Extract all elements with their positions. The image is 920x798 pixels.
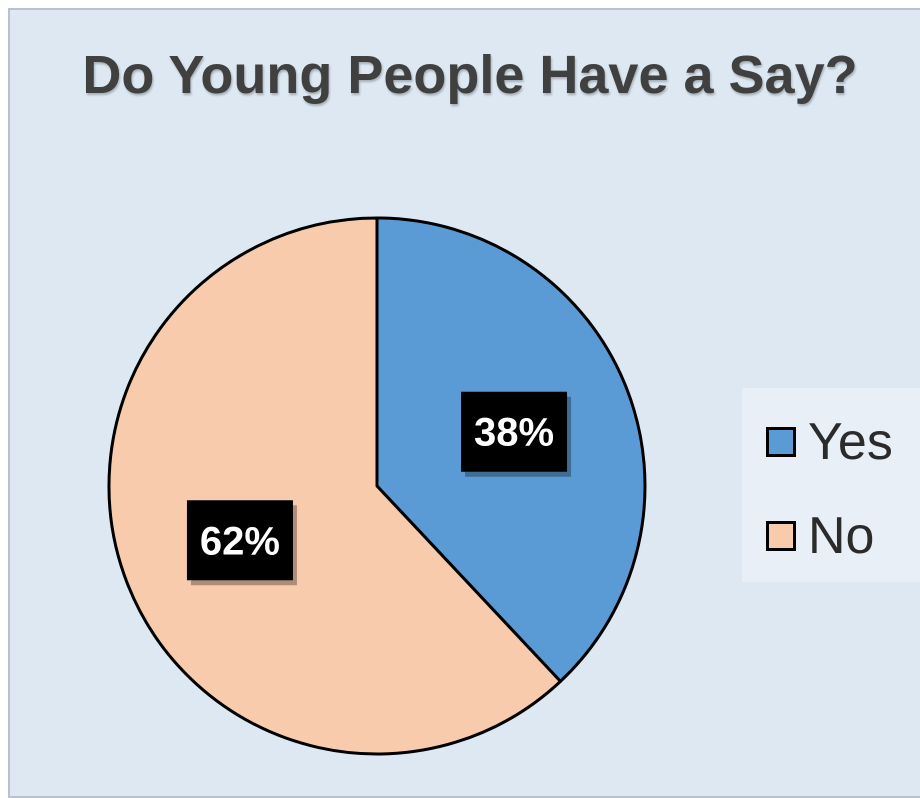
data-label-yes: 38% [461,391,572,477]
pie-slice-no [107,216,562,756]
legend-item-no: No [766,507,875,565]
legend-item-yes: Yes [766,413,893,471]
legend-swatch-yes [766,427,796,457]
legend-label-yes: Yes [808,413,893,471]
legend-swatch-no [766,521,796,551]
pie-chart: 38% 62% [107,216,647,756]
chart-title: Do Young People Have a Say? [82,45,858,105]
legend: Yes No [742,388,920,582]
data-label-text-yes: 38% [474,411,554,455]
data-label-no: 62% [186,500,297,586]
data-label-text-no: 62% [200,519,280,563]
legend-label-no: No [808,507,875,565]
